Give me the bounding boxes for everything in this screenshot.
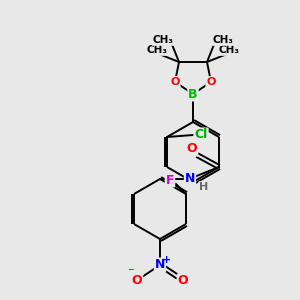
Text: CH₃: CH₃ <box>212 35 233 45</box>
Text: N: N <box>155 259 165 272</box>
Text: CH₃: CH₃ <box>146 45 167 55</box>
Text: O: O <box>178 274 188 287</box>
Text: O: O <box>170 77 180 87</box>
Text: F: F <box>166 173 174 187</box>
Text: O: O <box>187 142 197 155</box>
Text: O: O <box>132 274 142 287</box>
Text: ⁻: ⁻ <box>127 266 133 280</box>
Text: CH₃: CH₃ <box>218 45 239 55</box>
Text: Cl: Cl <box>194 128 208 142</box>
Text: CH₃: CH₃ <box>152 35 173 45</box>
Text: O: O <box>206 77 216 87</box>
Text: +: + <box>162 255 172 265</box>
Text: N: N <box>185 172 195 185</box>
Text: B: B <box>188 88 198 100</box>
Text: H: H <box>200 182 208 192</box>
